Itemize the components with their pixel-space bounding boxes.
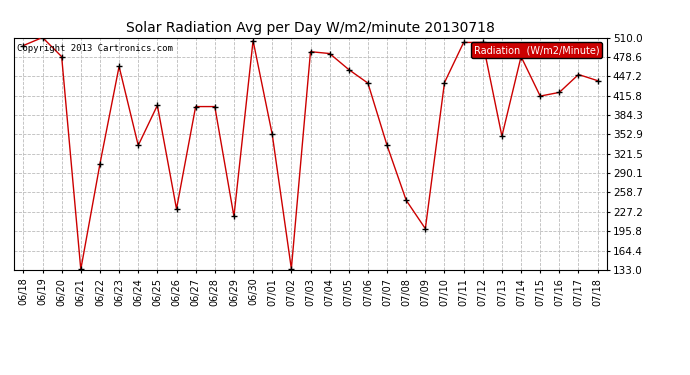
Title: Solar Radiation Avg per Day W/m2/minute 20130718: Solar Radiation Avg per Day W/m2/minute … bbox=[126, 21, 495, 35]
Legend: Radiation  (W/m2/Minute): Radiation (W/m2/Minute) bbox=[471, 42, 602, 58]
Text: Copyright 2013 Cartronics.com: Copyright 2013 Cartronics.com bbox=[17, 45, 172, 54]
